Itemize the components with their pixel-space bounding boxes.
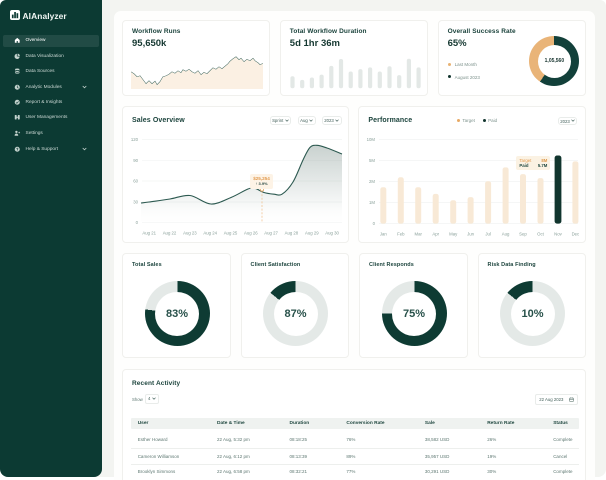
svg-text:10M: 10M [367,137,376,142]
svg-text:Mar: Mar [415,232,423,237]
svg-text:Nov: Nov [555,232,563,237]
svg-text:Aug: Aug [502,232,510,237]
svg-text:5M: 5M [369,158,375,163]
svg-text:Jul: Jul [486,232,492,237]
svg-text:Aug 21: Aug 21 [142,230,156,235]
svg-text:0: 0 [136,220,139,225]
svg-text:0: 0 [373,221,376,226]
svg-text:60: 60 [133,179,138,184]
svg-text:Feb: Feb [397,232,405,237]
svg-text:Aug 23: Aug 23 [183,230,197,235]
svg-text:Jan: Jan [380,232,388,237]
svg-text:Apr: Apr [433,232,440,237]
svg-text:Aug 26: Aug 26 [244,230,258,235]
svg-text:May: May [450,232,459,237]
svg-text:Aug 24: Aug 24 [203,230,217,235]
svg-text:2M: 2M [369,179,375,184]
svg-text:Aug 28: Aug 28 [285,230,299,235]
svg-text:Aug 27: Aug 27 [264,230,278,235]
svg-text:Dec: Dec [572,232,580,237]
svg-text:120: 120 [131,137,139,142]
svg-text:90: 90 [133,158,138,163]
svg-text:Aug 22: Aug 22 [163,230,177,235]
svg-text:Aug 29: Aug 29 [305,230,319,235]
svg-text:Jun: Jun [468,232,476,237]
svg-text:Oct: Oct [538,232,545,237]
svg-text:1M: 1M [369,200,375,205]
svg-text:Aug 25: Aug 25 [224,230,238,235]
svg-text:Sep: Sep [520,232,528,237]
svg-text:30: 30 [133,200,138,205]
svg-text:Aug 30: Aug 30 [325,230,339,235]
